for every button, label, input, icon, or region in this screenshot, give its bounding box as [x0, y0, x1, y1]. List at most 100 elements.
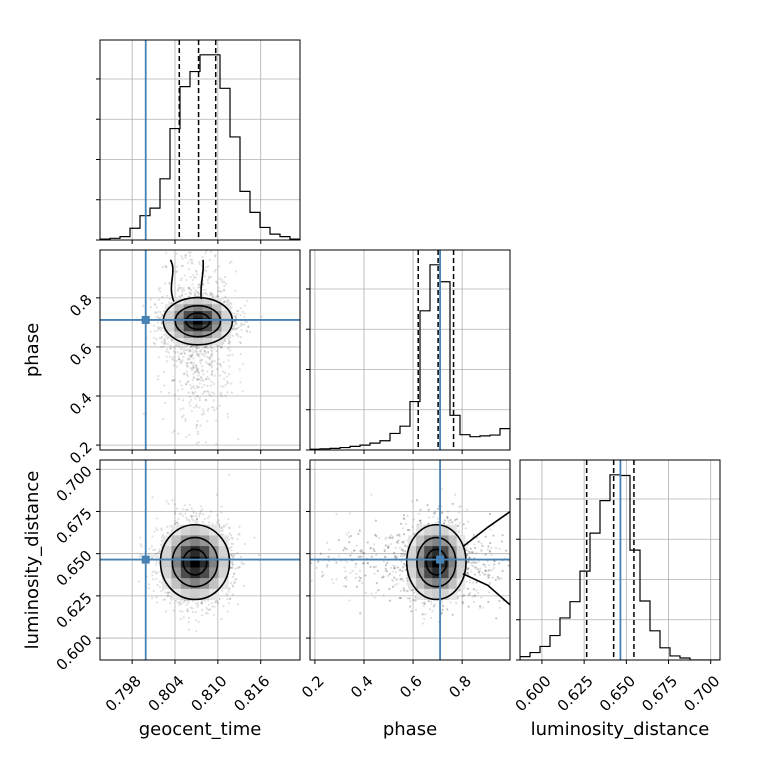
scatter-point	[193, 291, 196, 294]
scatter-point	[210, 510, 213, 513]
scatter-point	[162, 417, 165, 421]
scatter-point	[211, 364, 214, 367]
scatter-point	[222, 385, 225, 388]
scatter-point	[156, 378, 160, 381]
hist-step-phase	[310, 264, 510, 450]
scatter-point	[180, 288, 184, 292]
density-cell	[190, 567, 201, 579]
scatter-point	[206, 420, 209, 423]
scatter-point	[221, 342, 224, 345]
scatter-point	[177, 355, 180, 358]
scatter-point	[170, 302, 173, 305]
scatter-point	[184, 348, 187, 352]
scatter-point	[232, 326, 235, 329]
scatter-point	[171, 499, 174, 502]
density-cell	[162, 567, 172, 579]
scatter-point	[319, 552, 322, 555]
scatter-point	[199, 375, 203, 379]
scatter-point	[150, 554, 153, 558]
scatter-point	[180, 277, 183, 280]
scatter-point	[181, 387, 184, 391]
scatter-point	[243, 312, 246, 315]
scatter-point	[157, 316, 160, 320]
scatter-point	[167, 391, 171, 394]
scatter-point	[201, 513, 205, 516]
scatter-point	[190, 361, 194, 364]
scatter-point	[159, 543, 163, 546]
scatter-point	[184, 256, 187, 259]
scatter-point	[216, 368, 219, 371]
density-cell	[221, 311, 232, 319]
scatter-point	[169, 347, 172, 350]
scatter-point	[193, 276, 196, 279]
scatter-point	[207, 407, 210, 410]
scatter-point	[197, 367, 200, 371]
scatter-point	[189, 404, 192, 407]
scatter-point	[446, 515, 449, 519]
scatter-point	[201, 520, 205, 523]
scatter-point	[160, 590, 163, 593]
scatter-point	[172, 355, 175, 359]
scatter-point	[191, 278, 195, 282]
scatter-point	[220, 346, 223, 350]
panel-border	[99, 249, 301, 451]
scatter-point	[202, 292, 205, 295]
scatter-point	[153, 336, 156, 340]
scatter-point	[206, 362, 209, 365]
density-cell	[183, 324, 194, 332]
scatter-point	[210, 373, 214, 377]
scatter-point	[195, 518, 199, 521]
scatter-point	[234, 578, 237, 582]
scatter-point	[152, 555, 155, 558]
scatter-point	[169, 595, 172, 598]
scatter-point	[156, 528, 159, 532]
scatter-point	[221, 341, 224, 344]
scatter-point	[215, 443, 218, 446]
scatter-point	[214, 268, 217, 271]
scatter-point	[232, 572, 235, 576]
scatter-point	[217, 289, 220, 293]
scatter-point	[220, 278, 223, 281]
density-cell	[174, 304, 185, 312]
scatter-point	[166, 592, 170, 595]
scatter-point	[217, 358, 220, 361]
density-cell	[162, 546, 172, 558]
contour-level-3	[162, 296, 234, 346]
scatter-point	[231, 353, 234, 356]
scatter-point	[162, 333, 166, 336]
density-cell	[199, 556, 210, 568]
scatter-point	[158, 290, 162, 293]
scatter-point	[228, 473, 231, 476]
scatter-point	[228, 587, 231, 590]
scatter-point	[469, 547, 472, 550]
scatter-point	[193, 293, 197, 296]
scatter-point	[396, 566, 399, 569]
scatter-point	[212, 399, 215, 402]
scatter-point	[181, 264, 184, 267]
scatter-point	[186, 608, 189, 611]
scatter-point	[197, 286, 200, 289]
scatter-point	[186, 609, 189, 612]
scatter-point	[199, 350, 202, 354]
scatter-point	[195, 518, 199, 521]
density-cell	[218, 556, 229, 568]
scatter-point	[189, 345, 192, 348]
scatter-point	[187, 354, 190, 357]
scatter-point	[194, 611, 197, 614]
density-cell	[183, 338, 194, 346]
density-cell	[180, 578, 191, 590]
scatter-point	[258, 554, 261, 557]
scatter-point	[188, 286, 191, 290]
scatter-point	[419, 519, 422, 522]
scatter-point	[175, 270, 178, 274]
scatter-point	[188, 401, 191, 404]
scatter-point	[180, 362, 183, 365]
scatter-point	[227, 590, 230, 593]
density-cell	[209, 546, 220, 558]
scatter-point	[201, 508, 204, 511]
scatter-point	[158, 336, 161, 340]
scatter-point	[226, 610, 229, 613]
scatter-point	[179, 360, 182, 364]
scatter-point	[188, 295, 191, 298]
scatter-point	[190, 345, 193, 348]
